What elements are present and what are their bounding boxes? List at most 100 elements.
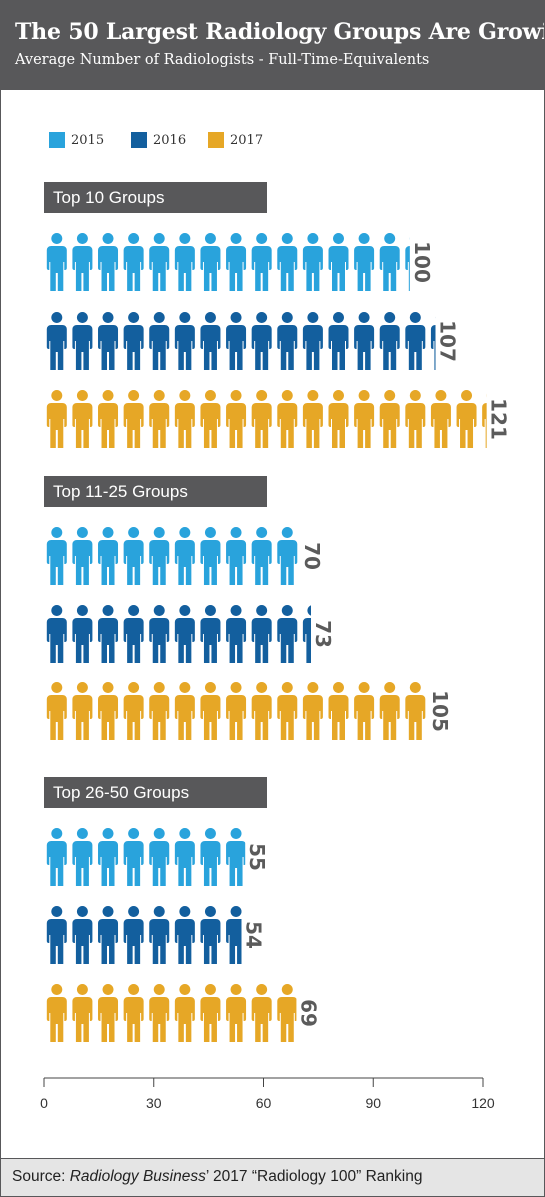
person-icon	[302, 312, 323, 370]
person-icon	[226, 233, 247, 291]
person-icon	[328, 390, 349, 448]
person-icon	[277, 527, 298, 585]
person-icon	[354, 682, 375, 740]
legend-label-2016: 2016	[153, 133, 187, 148]
x-tick-label-120: 120	[471, 1095, 495, 1111]
person-icon	[251, 605, 272, 663]
source-text: Source: Radiology Business’ 2017 “Radiol…	[12, 1168, 422, 1186]
person-icon	[251, 984, 272, 1042]
person-icon	[302, 682, 323, 740]
person-icon	[123, 984, 144, 1042]
person-icon	[456, 390, 477, 448]
person-icon	[482, 403, 487, 448]
person-icon	[251, 527, 272, 585]
person-icon	[174, 233, 195, 291]
person-icon	[226, 527, 247, 585]
person-icon	[379, 682, 400, 740]
person-icon	[379, 312, 400, 370]
person-icon	[328, 233, 349, 291]
person-icon	[123, 682, 144, 740]
person-icon	[72, 390, 93, 448]
person-icon	[98, 984, 119, 1042]
person-icon	[149, 527, 170, 585]
person-icon	[149, 233, 170, 291]
person-icon	[405, 312, 426, 370]
person-icon	[98, 605, 119, 663]
person-icon	[149, 312, 170, 370]
person-icon	[174, 312, 195, 370]
person-icon	[46, 906, 67, 964]
person-icon	[149, 984, 170, 1042]
person-icon	[251, 390, 272, 448]
bar-2017-0	[46, 390, 487, 448]
person-icon	[328, 682, 349, 740]
value-label-2016-0: 107	[435, 320, 459, 362]
person-icon	[72, 682, 93, 740]
person-icon	[72, 828, 93, 886]
legend-label-2017: 2017	[230, 133, 264, 148]
person-icon	[226, 605, 247, 663]
person-icon	[46, 605, 67, 663]
source-publication: Radiology Business	[69, 1168, 206, 1185]
person-icon	[46, 312, 67, 370]
person-icon	[302, 390, 323, 448]
person-icon	[328, 312, 349, 370]
source-footer: Source: Radiology Business’ 2017 “Radiol…	[1, 1158, 544, 1196]
legend-swatch-2016	[131, 132, 147, 148]
value-label-2015-2: 55	[245, 843, 269, 871]
person-icon	[174, 906, 195, 964]
group-label-top-11-25: Top 11-25 Groups	[44, 476, 267, 507]
person-icon	[251, 233, 272, 291]
person-icon	[149, 828, 170, 886]
person-icon	[226, 682, 247, 740]
person-icon	[277, 233, 298, 291]
person-icon	[174, 605, 195, 663]
person-icon	[226, 312, 247, 370]
person-icon	[277, 390, 298, 448]
person-icon	[200, 233, 221, 291]
person-icon	[379, 233, 400, 291]
person-icon	[200, 828, 221, 886]
person-icon	[200, 906, 221, 964]
person-icon	[354, 312, 375, 370]
person-icon	[200, 984, 221, 1042]
bar-2017-2	[46, 984, 297, 1042]
group-label-top-10: Top 10 Groups	[44, 182, 267, 213]
person-icon	[174, 390, 195, 448]
person-icon	[98, 682, 119, 740]
x-tick-label-30: 30	[146, 1095, 162, 1111]
person-icon	[72, 906, 93, 964]
legend-label-2015: 2015	[71, 133, 105, 148]
person-icon	[405, 682, 426, 740]
bar-2016-2	[46, 906, 242, 964]
value-label-2015-1: 70	[300, 542, 324, 570]
person-icon	[149, 605, 170, 663]
header-banner: The 50 Largest Radiology Groups Are Grow…	[1, 1, 544, 90]
value-label-2017-0: 121	[487, 398, 511, 440]
pictogram-chart: 100 107 121 70 73 105 55 54 69 0 30 60 90 120	[40, 233, 511, 1111]
source-prefix: Source:	[12, 1168, 70, 1185]
person-icon	[98, 906, 119, 964]
person-icon	[251, 312, 272, 370]
legend-swatch-2015	[49, 132, 65, 148]
legend-swatch-2017	[208, 132, 224, 148]
value-label-2017-1: 105	[428, 690, 452, 732]
person-icon	[98, 233, 119, 291]
person-icon	[174, 527, 195, 585]
bar-2015-0	[46, 233, 410, 291]
person-icon	[123, 312, 144, 370]
person-icon	[123, 906, 144, 964]
value-label-2015-0: 100	[410, 241, 434, 283]
person-icon	[98, 828, 119, 886]
person-icon	[123, 828, 144, 886]
person-icon	[277, 682, 298, 740]
person-icon	[226, 390, 247, 448]
person-icon	[405, 246, 410, 291]
person-icon	[123, 605, 144, 663]
person-icon	[72, 605, 93, 663]
person-icon	[302, 233, 323, 291]
person-icon	[72, 527, 93, 585]
person-icon	[200, 682, 221, 740]
person-icon	[251, 682, 272, 740]
